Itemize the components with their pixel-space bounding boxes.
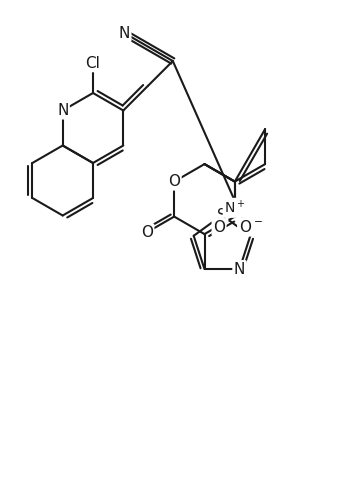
Text: N$^+$: N$^+$	[224, 199, 246, 217]
Text: Cl: Cl	[86, 56, 100, 71]
Text: N: N	[57, 103, 69, 118]
Text: O: O	[168, 174, 180, 189]
Text: S: S	[217, 208, 227, 223]
Text: N: N	[119, 25, 130, 41]
Text: O$^-$: O$^-$	[239, 219, 263, 235]
Text: O: O	[213, 220, 225, 235]
Text: N: N	[234, 262, 245, 276]
Text: O: O	[141, 225, 153, 240]
